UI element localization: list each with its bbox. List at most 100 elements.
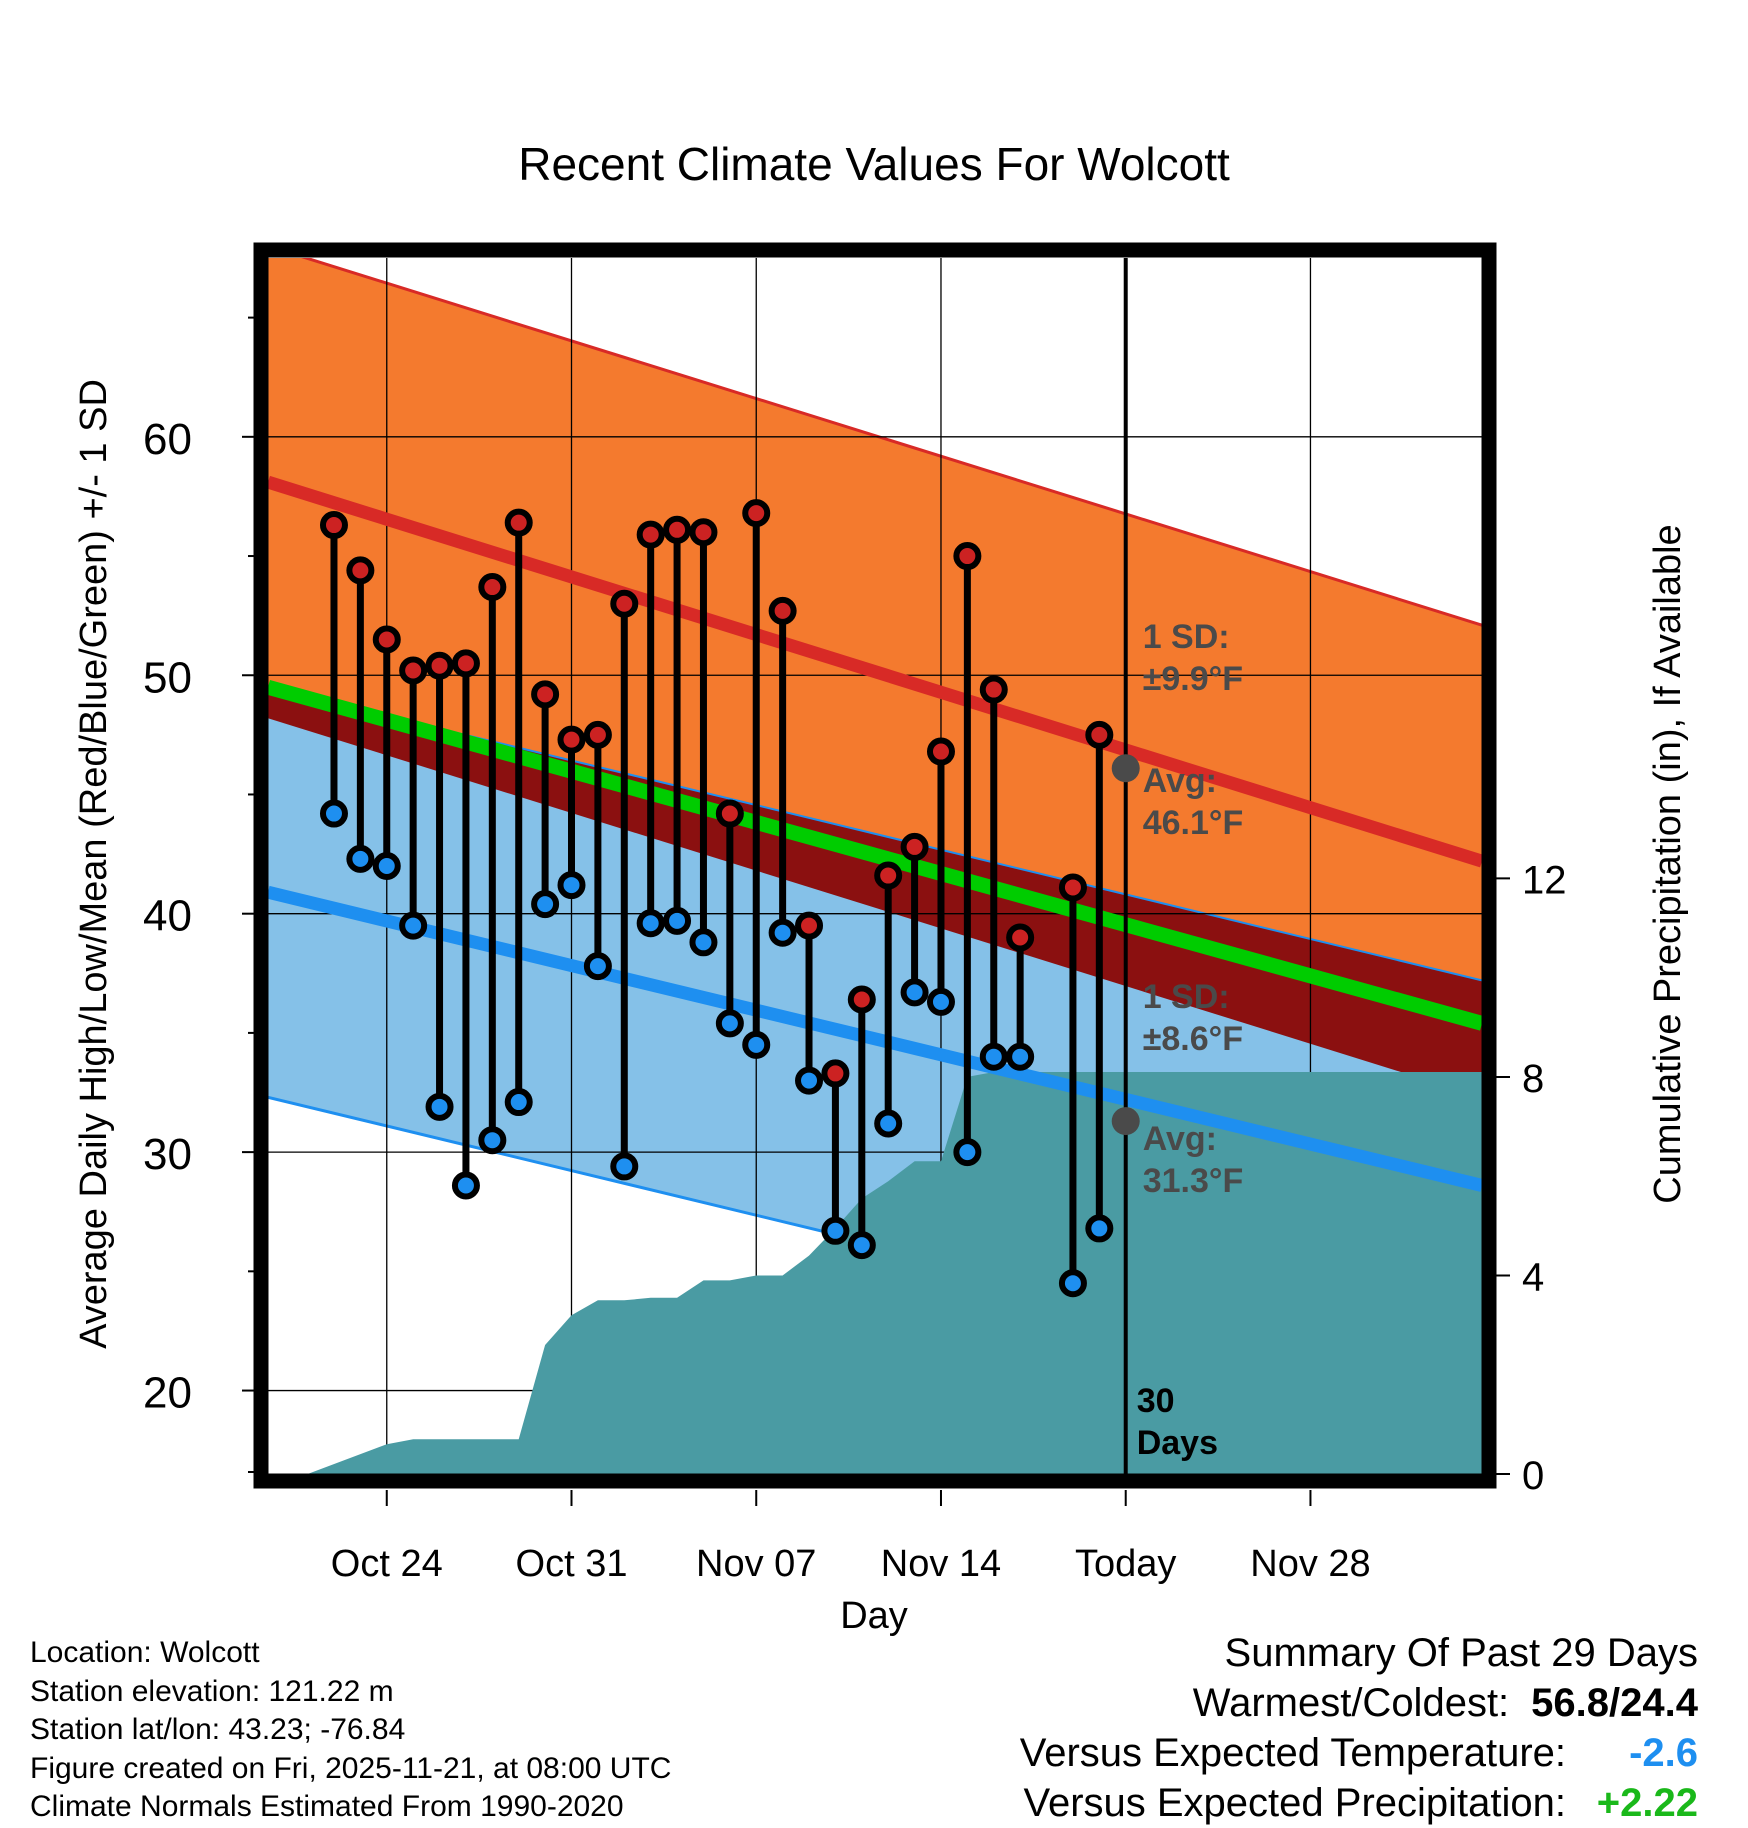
high-normal-line [268, 475, 1482, 868]
low-temp-point [319, 799, 348, 828]
elevation-text: Station elevation: 121.22 m [30, 1674, 394, 1708]
low-temp-point [451, 1171, 480, 1200]
y2-axis-label: Cumulative Precipitation (in), If Availa… [1647, 524, 1689, 1203]
warm-cold-row: Warmest/Coldest: 56.8/24.4 [1020, 1678, 1698, 1728]
low-temp-point [531, 890, 560, 919]
low-sd-label: ±8.6°F [1143, 1020, 1243, 1058]
high-temp-point [504, 508, 533, 537]
low-temp-point [874, 1109, 903, 1138]
precip-area [268, 1072, 1482, 1474]
high-avg-today-dot [1111, 754, 1140, 783]
warm-cold-label: Warmest/Coldest: [1192, 1681, 1510, 1725]
high-temp-point [557, 725, 586, 754]
high-temp-point [1058, 873, 1087, 902]
low-temp-point [425, 1092, 454, 1121]
x-tick-label: Today [1075, 1543, 1176, 1585]
high-temp-point [425, 651, 454, 680]
high-temp-point [372, 625, 401, 654]
station-info: Location: Wolcott Station elevation: 121… [30, 1634, 671, 1827]
precip-row: Versus Expected Precipitation: +2.22 [1020, 1778, 1698, 1828]
high-temp-point [531, 680, 560, 709]
latlon-text: Station lat/lon: 43.23; -76.84 [30, 1713, 406, 1747]
low-avg-today-dot [1111, 1107, 1140, 1136]
high-temp-point [953, 542, 982, 571]
high-temp-point [451, 649, 480, 678]
low-avg-label: 31.3°F [1143, 1162, 1244, 1200]
low-temp-point [953, 1138, 982, 1167]
high-temp-point [795, 911, 824, 940]
y-tick-label: 60 [143, 415, 192, 464]
low-temp-point [1006, 1042, 1035, 1071]
high-temp-point [636, 520, 665, 549]
low-temp-point [504, 1088, 533, 1117]
x-tick-label: Oct 31 [516, 1543, 628, 1585]
normals-text: Climate Normals Estimated From 1990-2020 [30, 1790, 624, 1824]
precip-label: Versus Expected Precipitation: [1023, 1781, 1566, 1825]
high-sd-label: ±9.9°F [1143, 660, 1243, 698]
high-temp-point [689, 518, 718, 547]
summary-panel: Summary Of Past 29 Days Warmest/Coldest:… [1020, 1628, 1698, 1828]
created-text: Figure created on Fri, 2025-11-21, at 08… [30, 1751, 672, 1785]
high-temp-point [979, 675, 1008, 704]
low-avg-label: Avg: [1143, 1120, 1217, 1158]
location-text: Location: Wolcott [30, 1636, 260, 1669]
low-temp-point [979, 1042, 1008, 1071]
y-tick-label: 50 [143, 653, 192, 702]
low-temp-point [372, 852, 401, 880]
low-temp-point [1058, 1269, 1087, 1298]
plot-frame [253, 242, 1497, 1489]
low-temp-point [821, 1216, 850, 1245]
low-normal-line [268, 885, 1482, 1192]
x-axis-label: Day [840, 1595, 908, 1637]
low-temp-point [610, 1152, 639, 1181]
low-temp-point [926, 987, 955, 1016]
low-temp-point [768, 918, 797, 947]
low-temp-point [742, 1030, 771, 1059]
high-upper-sd-line [301, 258, 1482, 627]
high-temp-point [821, 1059, 850, 1088]
low-temp-point [795, 1066, 824, 1095]
y2-tick-label: 12 [1522, 858, 1567, 902]
summary-title: Summary Of Past 29 Days [1224, 1631, 1698, 1675]
days-label: Days [1137, 1424, 1218, 1462]
high-avg-label: Avg: [1143, 762, 1217, 800]
high-temp-point [926, 737, 955, 766]
low-temp-point [557, 871, 586, 900]
y-tick-label: 20 [143, 1369, 192, 1418]
x-tick-label: Nov 14 [881, 1543, 1001, 1585]
mean-normal-line [268, 679, 1482, 1031]
high-temp-point [346, 556, 375, 585]
high-temp-point [874, 861, 903, 890]
high-temp-point [1006, 923, 1035, 952]
high-temp-point [900, 832, 929, 861]
temp-value: -2.6 [1629, 1731, 1698, 1775]
high-temp-point [478, 573, 507, 602]
x-tick-label: Nov 07 [696, 1543, 816, 1585]
y-axis-label: Average Daily High/Low/Mean (Red/Blue/Gr… [73, 379, 115, 1349]
low-temp-point [399, 911, 428, 940]
warm-cold-value: 56.8/24.4 [1531, 1681, 1698, 1725]
high-temp-point [319, 511, 348, 540]
low-sd-label: 1 SD: [1143, 978, 1230, 1016]
low-temp-point [900, 978, 929, 1007]
low-temp-point [663, 906, 692, 935]
high-temp-point [610, 589, 639, 618]
low-temp-point [1085, 1214, 1114, 1243]
low-temp-point [583, 952, 612, 981]
precip-value: +2.22 [1596, 1781, 1698, 1825]
y-tick-label: 40 [143, 892, 192, 941]
y2-tick-label: 4 [1522, 1255, 1544, 1299]
low-temp-point [636, 909, 665, 938]
high-temp-point [715, 799, 744, 828]
days-label: 30 [1137, 1382, 1175, 1420]
high-temp-point [1085, 720, 1114, 749]
high-temp-point [742, 499, 771, 528]
high-avg-label: 46.1°F [1143, 804, 1244, 842]
high-temp-point [847, 985, 876, 1014]
y-tick-label: 30 [143, 1130, 192, 1179]
y2-tick-label: 8 [1522, 1057, 1544, 1101]
temp-label: Versus Expected Temperature: [1019, 1731, 1566, 1775]
high-temp-point [399, 656, 428, 685]
x-tick-label: Oct 24 [331, 1543, 443, 1585]
